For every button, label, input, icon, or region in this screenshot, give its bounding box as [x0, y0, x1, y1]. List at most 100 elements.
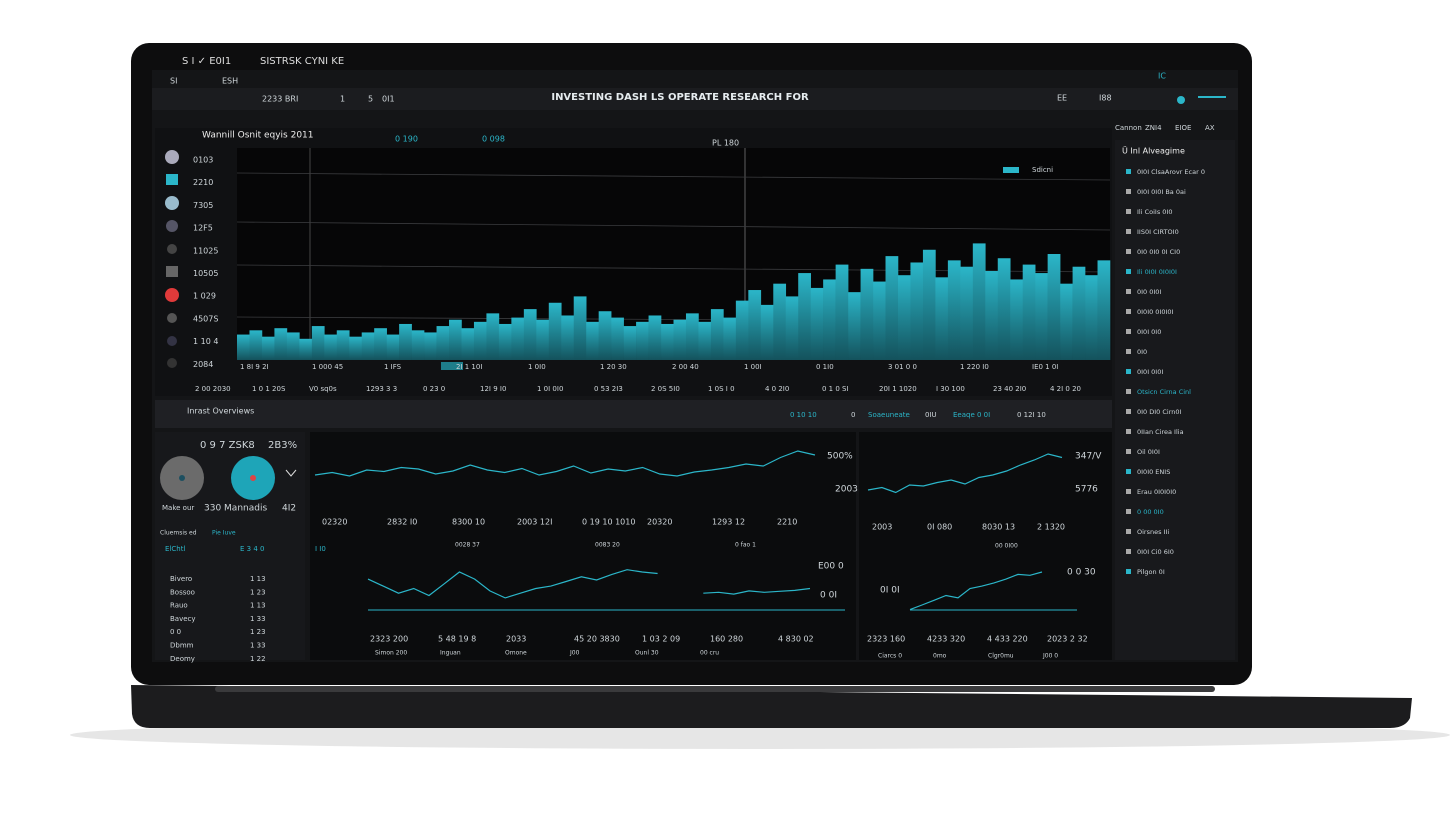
area-bar	[698, 321, 712, 360]
area-bar	[748, 290, 762, 360]
area-bar	[386, 334, 400, 360]
date-label: 2 0S 5I0	[651, 385, 680, 393]
x-tick-label: 5 48 19 8	[438, 635, 476, 644]
area-bar	[935, 277, 949, 360]
area-bar	[374, 328, 387, 360]
gauge-headline: 0 9 7 ZSK8	[200, 440, 255, 451]
x-tick-label: 4 433 220	[987, 635, 1028, 644]
header-item: EE	[1057, 94, 1067, 103]
series-label: 500%	[827, 452, 853, 462]
area-bar	[735, 300, 749, 360]
y-label: 0103	[193, 156, 213, 165]
list-icon	[1126, 329, 1131, 334]
list-icon	[1126, 269, 1131, 274]
status-dot	[1177, 96, 1185, 104]
bezel-title: S I ✓ E0I1	[182, 56, 231, 67]
list-item: Ili CoiIs 0I0	[1137, 208, 1172, 216]
list-item: 0I0I 0I0	[1137, 328, 1161, 336]
area-bar	[399, 323, 412, 360]
y-label: 4507S	[193, 314, 218, 323]
list-item: 0I0 0I0 0I CI0	[1137, 248, 1180, 256]
area-bar	[661, 323, 674, 360]
legend-entry: 0 190	[395, 135, 418, 144]
x-label: 1 20 30	[600, 363, 627, 371]
table-cell: 1 33	[250, 615, 266, 623]
y-label: 7305	[193, 201, 213, 210]
x-label: 2 00 40	[672, 363, 699, 371]
area-bar	[311, 326, 325, 360]
list-icon	[1126, 529, 1131, 534]
area-bar	[910, 262, 924, 360]
area-bar	[349, 336, 363, 360]
filter: 0 12I 10	[1017, 411, 1046, 419]
list-item: 0I0 DI0 Cirn0I	[1137, 408, 1182, 416]
x-tick-label: 1 03 2 09	[642, 635, 680, 644]
area-bar	[249, 330, 263, 360]
area-bar	[773, 283, 787, 360]
header-item: 0I1	[382, 95, 395, 104]
x-tick-label: 4 830 02	[778, 635, 814, 644]
area-bar	[873, 281, 886, 360]
table-cell: Deomy	[170, 655, 195, 663]
x-tick-label: 0I 080	[927, 523, 952, 532]
date-label: 1 0S I 0	[708, 385, 735, 393]
x-label: 1 00I	[744, 363, 762, 371]
area-bar	[436, 326, 450, 360]
caption: J00	[569, 650, 580, 657]
list-item: Oirsnes IIi	[1137, 528, 1169, 536]
filter: Eeaqe 0 0I	[953, 411, 990, 419]
list-icon	[1126, 249, 1131, 254]
line-series	[867, 453, 1063, 494]
list-item: 0 00 0I0	[1137, 508, 1164, 516]
date-label: 20I 1 1020	[879, 385, 917, 393]
x-label: 1 8I 9 2I	[240, 363, 269, 371]
gauge-dot	[179, 475, 185, 481]
list-icon	[1126, 309, 1131, 314]
table-cell: Dbmm	[170, 642, 194, 650]
list-icon	[1126, 569, 1131, 574]
range-handle	[441, 362, 463, 370]
list-icon	[1126, 369, 1131, 374]
x-tick-label: 160 280	[710, 635, 743, 644]
x-tick-label: 8030 13	[982, 523, 1015, 532]
list-item: Ili 0I0I 0I0I0I	[1137, 268, 1177, 276]
toggle[interactable]	[1003, 167, 1019, 173]
y-label: 11025	[193, 246, 218, 255]
area-bar	[411, 330, 425, 360]
legend-entry: 0 098	[482, 135, 505, 144]
area-bar	[922, 249, 936, 360]
x-tick-label: 2 1320	[1037, 523, 1065, 532]
area-bar	[1010, 279, 1023, 360]
caption: 0 fao 1	[735, 542, 756, 549]
list-item: 0I0	[1137, 348, 1147, 356]
y-label: 2210	[193, 178, 213, 187]
x-tick-label: 2003	[872, 523, 892, 532]
x-tick-label: 20320	[647, 518, 672, 527]
table-cell: 1 22	[250, 655, 266, 663]
table-header: I I0	[315, 545, 326, 553]
table-cell: 1 13	[250, 602, 266, 610]
area-bar	[972, 243, 986, 360]
caption: 0028 37	[455, 542, 480, 549]
list-item: Otsicn Cirna Cinl	[1137, 388, 1191, 396]
list-icon	[1126, 169, 1131, 174]
y-label: 10505	[193, 269, 218, 278]
series-sublabel: 5776	[1075, 485, 1098, 495]
x-tick-label: 8300 10	[452, 518, 485, 527]
line-series	[367, 569, 811, 599]
area-bar	[685, 313, 699, 360]
chart-title: Wannill Osnit eqyis 2011	[202, 131, 314, 141]
filter: Soaeuneate	[868, 411, 910, 419]
caption: Simon 200	[375, 650, 407, 657]
caption: Ounl 30	[635, 650, 659, 657]
date-label: 23 40 2I0	[993, 385, 1026, 393]
header-item: ESH	[222, 77, 238, 86]
y-label: 2084	[193, 360, 213, 369]
overview-bar	[155, 400, 1112, 428]
area-bar	[473, 321, 487, 360]
header-item: I88	[1099, 94, 1112, 103]
table-cell: 1 13	[250, 575, 266, 583]
toolbar-item: EIOE	[1175, 124, 1191, 132]
area-bar	[511, 317, 525, 360]
area-bar	[648, 315, 662, 360]
